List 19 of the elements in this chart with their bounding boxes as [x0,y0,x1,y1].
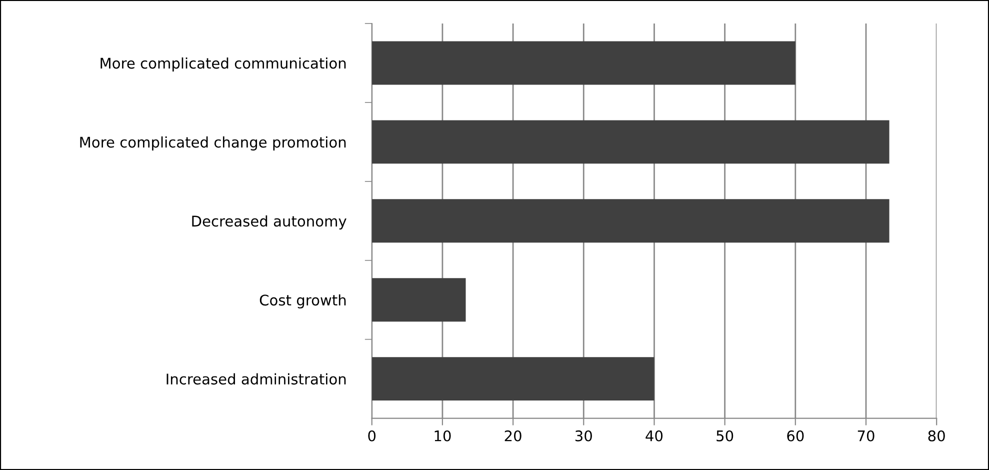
bar [372,120,890,164]
x-tick-label: 10 [434,430,451,442]
x-tick-label: 40 [646,430,663,442]
y-tick-label: Increased administration [166,373,346,385]
x-tick-label: 20 [504,430,522,442]
bar [372,199,890,243]
x-tick-label: 50 [716,430,734,442]
y-tick-label: Cost growth [260,294,346,308]
bar [372,41,796,85]
x-tick-label: 80 [928,430,945,442]
bar [372,357,654,401]
y-tick-label: More complicated communication [100,57,346,72]
x-tick-label: 60 [787,430,804,442]
x-tick-label: 0 [368,430,376,442]
y-tick-label: Decreased autonomy [192,215,346,230]
y-tick-label: More complicated change promotion [80,136,346,151]
x-tick-label: 70 [858,430,874,442]
bar [372,278,466,322]
x-tick-label: 30 [575,430,592,442]
